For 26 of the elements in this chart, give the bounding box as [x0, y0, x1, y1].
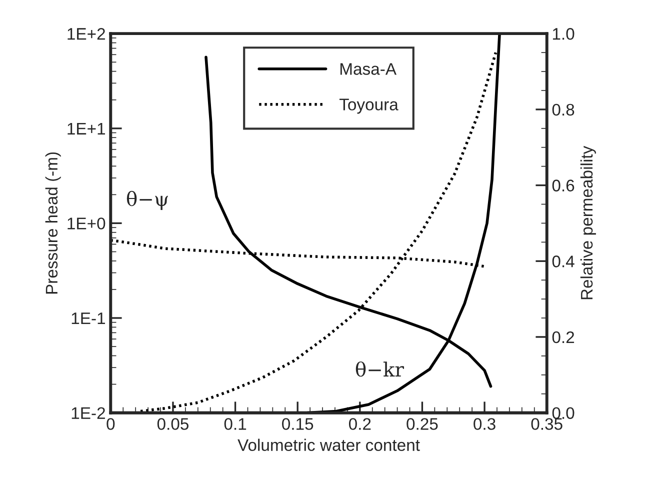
y2-tick-label: 0.8: [552, 104, 574, 116]
x-tick-label: 0: [106, 418, 115, 430]
y-axis-title: Pressure head (-m): [45, 152, 61, 294]
y2-tick-label: 0.2: [552, 331, 574, 344]
y-tick-label: 1E+1: [68, 122, 105, 134]
y-tick-label: 1E+2: [68, 28, 105, 40]
y2-tick-label: 1.0: [552, 28, 574, 40]
annotation: θ−ψ: [126, 190, 168, 210]
legend-label: Toyoura: [339, 98, 398, 114]
x-axis-title: Volumetric water content: [238, 438, 420, 451]
x-tick-label: 0.2: [348, 418, 371, 430]
x-tick-label: 0.05: [157, 418, 188, 430]
y-tick-label: 1E+0: [68, 218, 106, 230]
x-tick-label: 0.1: [224, 418, 246, 430]
y2-tick-label: 0.4: [552, 256, 574, 268]
y2-tick-label: 0.0: [552, 407, 574, 420]
x-tick-label: 0.35: [531, 418, 562, 430]
x-tick-label: 0.3: [474, 418, 496, 430]
y-tick-label: 1E-2: [72, 407, 105, 419]
y2-tick-label: 0.6: [552, 180, 574, 192]
y-tick-label: 1E-1: [72, 312, 105, 324]
x-tick-label: 0.15: [282, 418, 314, 430]
x-tick-label: 0.25: [406, 418, 438, 430]
y2-axis-title: Relative permeability: [580, 146, 596, 300]
legend-label: Masa-A: [340, 63, 397, 75]
annotation: θ−kr: [356, 361, 404, 377]
